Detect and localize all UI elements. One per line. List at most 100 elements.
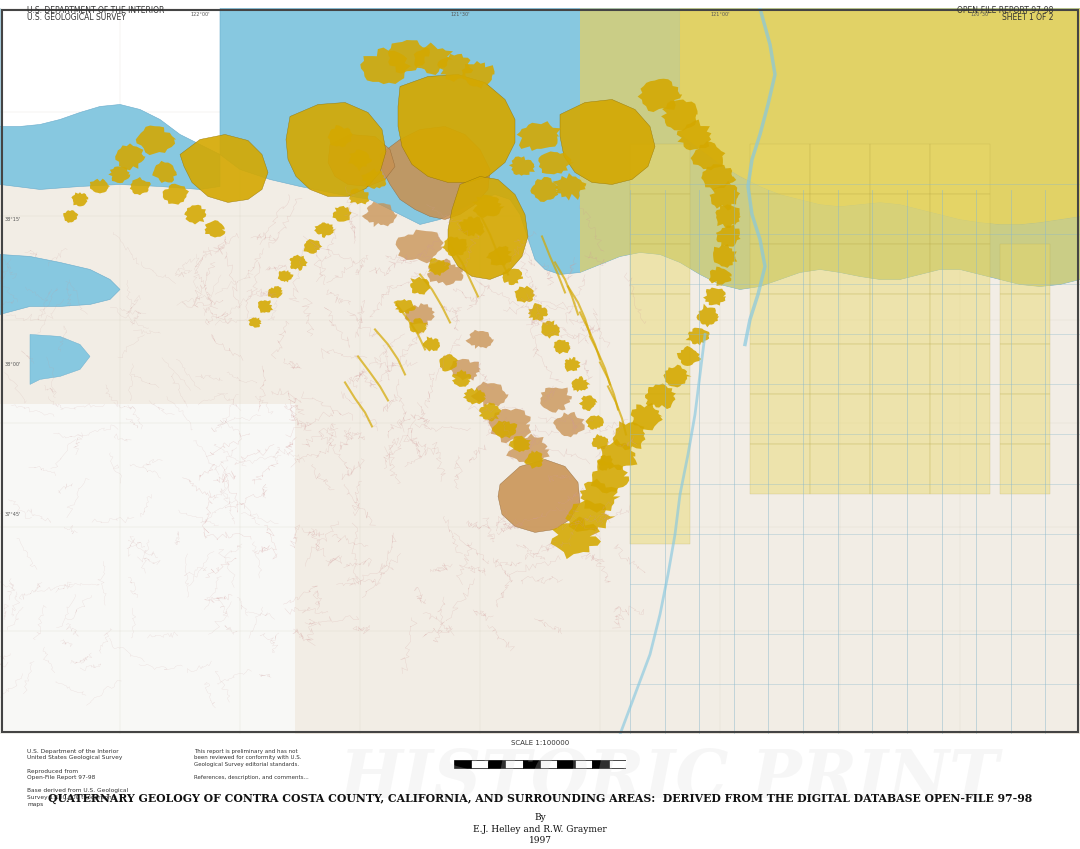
Polygon shape	[677, 120, 712, 150]
Polygon shape	[116, 143, 146, 171]
Bar	[505, 760, 523, 768]
Bar	[930, 194, 990, 245]
Bar	[592, 760, 609, 768]
Polygon shape	[488, 408, 531, 443]
Polygon shape	[423, 336, 440, 351]
Bar	[630, 494, 690, 544]
Polygon shape	[361, 168, 387, 189]
Text: HISTORIC PRINT: HISTORIC PRINT	[340, 747, 999, 812]
Polygon shape	[348, 149, 372, 171]
Text: SCALE 1:100000: SCALE 1:100000	[511, 740, 569, 746]
Polygon shape	[427, 258, 463, 285]
Polygon shape	[525, 450, 545, 469]
Polygon shape	[551, 517, 600, 559]
Text: 38°15': 38°15'	[5, 217, 22, 222]
Polygon shape	[677, 346, 701, 366]
Polygon shape	[579, 396, 597, 411]
Polygon shape	[258, 301, 273, 313]
Polygon shape	[442, 236, 468, 256]
Bar	[609, 760, 626, 768]
Polygon shape	[220, 8, 1080, 290]
Text: 1997: 1997	[528, 836, 552, 845]
Polygon shape	[380, 127, 490, 219]
Polygon shape	[248, 318, 261, 328]
Text: 38°00': 38°00'	[5, 362, 22, 367]
Polygon shape	[471, 382, 509, 407]
Polygon shape	[571, 376, 591, 392]
Polygon shape	[90, 178, 110, 194]
Polygon shape	[716, 225, 741, 247]
Text: This report is preliminary and has not
been reviewed for conformity with U.S.
Ge: This report is preliminary and has not b…	[194, 749, 309, 780]
Bar	[810, 395, 870, 444]
Polygon shape	[580, 479, 620, 513]
Bar	[750, 295, 810, 345]
Bar	[750, 395, 810, 444]
Bar	[930, 245, 990, 295]
Bar	[870, 395, 930, 444]
Polygon shape	[328, 134, 395, 187]
Polygon shape	[645, 384, 676, 409]
Polygon shape	[552, 173, 586, 200]
Polygon shape	[449, 359, 481, 380]
Text: U.S. GEOLOGICAL SURVEY: U.S. GEOLOGICAL SURVEY	[27, 13, 126, 22]
Polygon shape	[492, 420, 517, 438]
Polygon shape	[580, 8, 1080, 290]
Polygon shape	[268, 286, 283, 298]
Bar	[750, 144, 810, 194]
Polygon shape	[278, 270, 294, 283]
Polygon shape	[472, 194, 504, 218]
Bar	[540, 760, 557, 768]
Bar	[630, 295, 690, 345]
Polygon shape	[314, 222, 336, 238]
Polygon shape	[361, 48, 411, 84]
Polygon shape	[561, 99, 654, 184]
Polygon shape	[690, 141, 726, 171]
Polygon shape	[409, 318, 428, 334]
Polygon shape	[509, 156, 535, 176]
Polygon shape	[462, 61, 495, 88]
Polygon shape	[680, 8, 1080, 224]
Bar	[1000, 444, 1050, 494]
Polygon shape	[514, 286, 535, 303]
Polygon shape	[108, 166, 131, 183]
Polygon shape	[710, 181, 740, 211]
Text: U.S. Department of the Interior
United States Geological Survey

Reproduced from: U.S. Department of the Interior United S…	[27, 749, 129, 807]
Bar	[630, 144, 690, 194]
Bar	[870, 194, 930, 245]
Bar	[930, 345, 990, 395]
Text: OPEN-FILE REPORT 97-98: OPEN-FILE REPORT 97-98	[957, 6, 1053, 15]
Polygon shape	[405, 303, 435, 325]
Polygon shape	[395, 229, 444, 263]
Polygon shape	[486, 246, 512, 266]
Polygon shape	[565, 357, 581, 372]
Polygon shape	[697, 304, 719, 327]
Polygon shape	[204, 220, 226, 238]
Polygon shape	[0, 255, 120, 314]
Polygon shape	[64, 210, 78, 223]
Bar	[870, 245, 930, 295]
Bar	[810, 444, 870, 494]
Polygon shape	[465, 330, 494, 349]
Polygon shape	[428, 258, 450, 276]
Polygon shape	[0, 8, 220, 184]
Polygon shape	[615, 8, 1080, 224]
Polygon shape	[540, 387, 572, 413]
Bar	[810, 144, 870, 194]
Polygon shape	[327, 125, 352, 147]
Polygon shape	[507, 434, 550, 464]
Polygon shape	[661, 99, 698, 131]
Text: E.J. Helley and R.W. Graymer: E.J. Helley and R.W. Graymer	[473, 825, 607, 834]
Text: U.S. DEPARTMENT OF THE INTERIOR: U.S. DEPARTMENT OF THE INTERIOR	[27, 6, 164, 15]
Polygon shape	[478, 402, 501, 421]
Polygon shape	[553, 412, 584, 437]
Polygon shape	[440, 354, 458, 372]
Polygon shape	[0, 8, 220, 189]
Bar	[523, 760, 540, 768]
Polygon shape	[715, 205, 741, 228]
Text: By: By	[535, 813, 545, 822]
Bar	[810, 194, 870, 245]
Polygon shape	[333, 206, 352, 222]
Polygon shape	[502, 268, 523, 285]
Bar	[870, 144, 930, 194]
Text: 122°00': 122°00'	[190, 13, 210, 18]
